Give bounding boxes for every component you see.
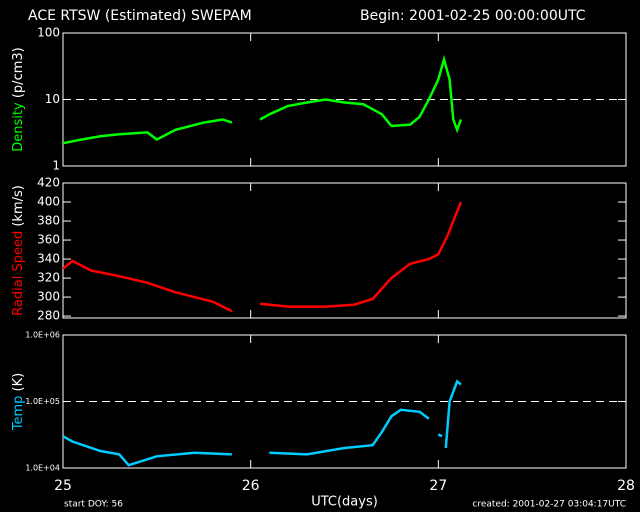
- y-axis-label-unit: (km/s): [11, 185, 26, 227]
- y-tick-label: 280: [37, 309, 60, 323]
- y-tick-label: 400: [37, 195, 60, 209]
- y-tick-label: 1.0E+05: [25, 397, 60, 406]
- x-tick-label: 26: [242, 478, 260, 494]
- x-tick-label: 28: [617, 478, 635, 494]
- start-doy: start DOY: 56: [64, 500, 123, 510]
- x-axis-label: UTC(days): [311, 495, 378, 510]
- y-tick-label: 300: [37, 290, 60, 304]
- y-tick-label: 1.0E+04: [25, 464, 60, 473]
- y-axis-label-name: Radial Speed: [11, 231, 26, 316]
- y-tick-label: 360: [37, 233, 60, 247]
- y-tick-label: 340: [37, 252, 60, 266]
- y-axis-label: Density (p/cm3): [11, 47, 26, 151]
- y-axis-label-unit: (K): [11, 373, 26, 392]
- y-tick-label: 320: [37, 271, 60, 285]
- plot-frame: [62, 182, 627, 319]
- y-axis-label-name: Temp: [11, 396, 26, 432]
- y-axis-label-name: Density: [11, 102, 26, 152]
- data-line: [62, 379, 462, 467]
- y-axis-label: Radial Speed (km/s): [11, 185, 26, 316]
- data-line: [62, 201, 463, 313]
- y-tick-label: 420: [37, 176, 60, 190]
- y-tick-label: 1.0E+06: [25, 331, 60, 340]
- y-axis-label-unit: (p/cm3): [11, 47, 26, 98]
- begin-time: Begin: 2001-02-25 00:00:00UTC: [360, 8, 586, 24]
- y-tick-label: 10: [45, 92, 60, 106]
- y-tick-label: 380: [37, 214, 60, 228]
- data-line: [62, 54, 463, 145]
- y-axis-label: Temp (K): [11, 373, 26, 431]
- y-tick-label: 100: [37, 26, 60, 40]
- x-tick-label: 25: [54, 478, 72, 494]
- created-time: created: 2001-02-27 03:04:17UTC: [472, 500, 626, 510]
- y-tick-label: 1: [52, 159, 60, 173]
- x-tick-label: 27: [429, 478, 447, 494]
- chart-title: ACE RTSW (Estimated) SWEPAM: [28, 8, 252, 24]
